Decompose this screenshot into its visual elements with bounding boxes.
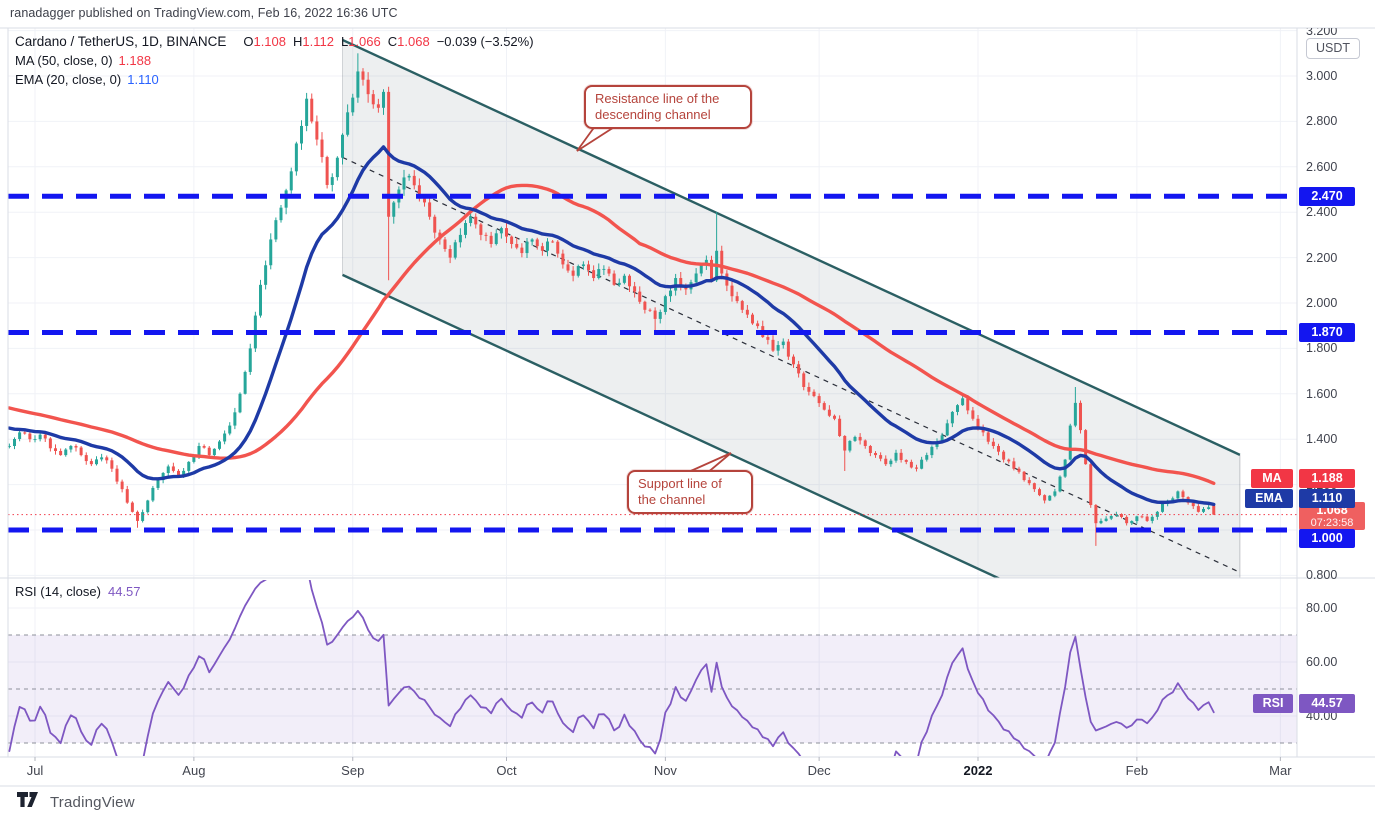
- time-axis-label: Mar: [1269, 763, 1292, 778]
- chart-legend: Cardano / TetherUS, 1D, BINANCE O1.108 H1.…: [15, 32, 534, 89]
- countdown-timer: 07:23:58: [1310, 517, 1354, 529]
- level-price-tag: 2.470: [1299, 186, 1355, 206]
- price-tick-label: 3.200: [1306, 28, 1338, 38]
- price-tick-label: 1.600: [1306, 386, 1338, 401]
- rsi-legend[interactable]: RSI (14, close) 44.57: [15, 584, 141, 599]
- time-axis-label: Dec: [807, 763, 831, 778]
- ema-legend-value: 1.110: [127, 72, 159, 87]
- time-axis-label: Sep: [341, 763, 365, 778]
- price-tick-label: 1.800: [1306, 341, 1338, 356]
- rsi-axis-tag: RSI: [1253, 694, 1293, 714]
- published-caption: ranadagger published on TradingView.com,…: [10, 6, 398, 20]
- ma-axis-tag-value: 1.188: [1299, 469, 1355, 488]
- ema-legend-label: EMA (20, close, 0): [15, 72, 122, 87]
- symbol-legend-row[interactable]: Cardano / TetherUS, 1D, BINANCE O1.108 H1.…: [15, 32, 534, 51]
- ohlc-part-label: L: [340, 34, 349, 49]
- ohlc-part-value: 1.068: [397, 34, 430, 49]
- currency-button[interactable]: USDT: [1306, 38, 1360, 59]
- tradingview-logo-text: TradingView: [50, 793, 135, 811]
- ma-legend-value: 1.188: [118, 53, 152, 68]
- ema-axis-tag-value: 1.110: [1299, 489, 1355, 508]
- price-tick-label: 3.000: [1306, 69, 1338, 83]
- tradingview-logo-icon: [17, 792, 38, 807]
- rsi-tick-label: 60.00: [1306, 655, 1338, 669]
- ema-axis-tag: EMA: [1245, 489, 1293, 508]
- resistance-callout[interactable]: Resistance line of the descending channe…: [584, 85, 752, 129]
- tradingview-logo[interactable]: TradingView: [17, 792, 135, 812]
- ma-legend-row[interactable]: MA (50, close, 0) 1.188: [15, 51, 534, 70]
- price-tick-label: 0.800: [1306, 568, 1338, 583]
- ma-legend-label: MA (50, close, 0): [15, 53, 113, 68]
- price-tick-label: 2.000: [1306, 296, 1338, 310]
- level-price-tag: 1.000: [1299, 528, 1355, 548]
- rsi-legend-value: 44.57: [107, 584, 141, 599]
- rsi-tick-label: 80.00: [1306, 601, 1338, 615]
- change-value: −0.039 (−3.52%): [436, 34, 534, 49]
- level-price-tag: 1.870: [1299, 323, 1355, 342]
- time-axis-label: Feb: [1125, 763, 1149, 778]
- price-tick-label: 2.800: [1306, 114, 1338, 129]
- time-axis-label: Oct: [496, 763, 517, 778]
- price-axis[interactable]: USDT 3.200 3.000 2.800 2.600 2.400 2.200 2.000…: [1297, 28, 1375, 757]
- ohlc-part-label: C: [387, 34, 398, 49]
- ohlc-part-value: 1.108: [253, 34, 287, 49]
- price-tick-label: 2.200: [1306, 250, 1338, 265]
- price-tick-label: 2.400: [1306, 205, 1338, 220]
- ohlc-values: O1.108 H1.112 L1.066 C1.068: [236, 34, 429, 49]
- symbol-title[interactable]: Cardano / TetherUS, 1D, BINANCE: [15, 34, 227, 49]
- ma-axis-tag: MA: [1251, 469, 1293, 488]
- rsi-axis-tag-value: 44.57: [1299, 694, 1355, 714]
- ohlc-part-value: 1.112: [302, 34, 334, 49]
- time-axis-label: 2022: [963, 763, 993, 778]
- ohlc-part-label: H: [293, 34, 303, 49]
- time-axis-label: Aug: [182, 763, 206, 778]
- time-axis-label: Jul: [26, 763, 44, 778]
- price-tick-label: 1.400: [1306, 432, 1338, 447]
- ohlc-part-label: O: [243, 34, 254, 49]
- ema-legend-row[interactable]: EMA (20, close, 0) 1.110: [15, 70, 534, 89]
- time-axis-label: Nov: [653, 763, 677, 778]
- rsi-legend-label: RSI (14, close): [15, 584, 101, 599]
- ohlc-part-value: 1.066: [348, 34, 381, 49]
- price-tick-label: 2.600: [1306, 159, 1338, 174]
- support-callout[interactable]: Support line of the channel: [627, 470, 753, 514]
